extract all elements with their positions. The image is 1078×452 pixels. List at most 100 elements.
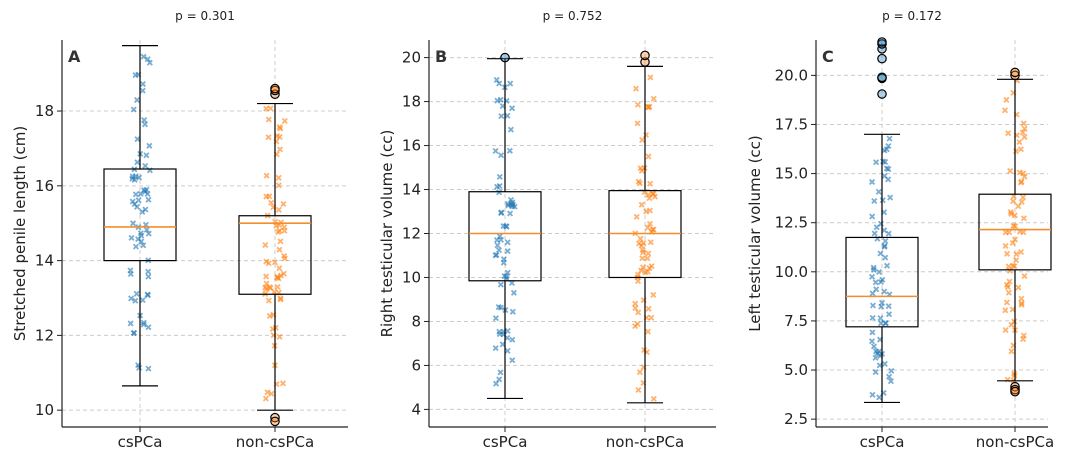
- jitter-point: [1002, 327, 1009, 334]
- jitter-point: [1011, 236, 1019, 243]
- y-tick-label: 14: [402, 181, 421, 199]
- jitter-point: [632, 300, 639, 307]
- y-tick-label: 12: [402, 225, 421, 243]
- y-tick-label: 17.5: [775, 115, 808, 133]
- jitter-point: [886, 311, 893, 318]
- jitter-point: [645, 305, 652, 312]
- jitter-point: [493, 236, 501, 244]
- jitter-point: [496, 173, 503, 180]
- p-value-annotation: p = 0.752: [543, 9, 603, 23]
- jitter-point: [509, 105, 516, 112]
- jitter-point: [633, 85, 640, 92]
- jitter-point: [885, 142, 892, 150]
- jitter-point: [636, 369, 643, 376]
- jitter-point: [498, 152, 505, 159]
- box-cspca: [103, 45, 177, 387]
- jitter-point: [144, 56, 151, 63]
- jitter-point: [1020, 229, 1027, 236]
- jitter-point: [646, 103, 653, 110]
- jitter-point: [881, 242, 888, 249]
- jitter-point: [136, 364, 143, 371]
- jitter-point: [262, 242, 269, 249]
- panel-label: A: [68, 47, 81, 66]
- jitter-point: [1006, 267, 1014, 274]
- jitter-point: [274, 273, 281, 280]
- jitter-point: [646, 265, 653, 272]
- jitter-point: [275, 182, 282, 189]
- jitter-point: [141, 121, 149, 128]
- jitter-point: [634, 101, 641, 108]
- jitter-point: [143, 186, 150, 193]
- jitter-point: [885, 166, 892, 173]
- jitter-point: [1002, 242, 1009, 249]
- outlier-point: [640, 57, 650, 67]
- jitter-point: [504, 239, 511, 246]
- jitter-point: [492, 315, 499, 322]
- jitter-point: [130, 220, 137, 227]
- jitter-point: [883, 146, 890, 153]
- jitter-point: [503, 273, 510, 280]
- x-tick-label: non-csPCa: [236, 433, 314, 451]
- jitter-point: [634, 120, 641, 127]
- jitter-point: [1013, 251, 1020, 258]
- jitter-point: [650, 95, 657, 102]
- jitter-point: [276, 265, 283, 272]
- jitter-point: [263, 273, 270, 280]
- jitter-point: [1009, 306, 1016, 313]
- y-tick-label: 6: [411, 356, 421, 374]
- jitter-point: [142, 206, 149, 213]
- jitter-point: [873, 286, 880, 293]
- jitter-point: [1003, 96, 1010, 103]
- jitter-point: [1018, 295, 1025, 302]
- iqr-box: [468, 191, 542, 282]
- jitter-point: [494, 242, 501, 249]
- jitter-point: [876, 362, 883, 369]
- jitter-point: [140, 321, 147, 328]
- jitter-point: [1020, 215, 1027, 222]
- jitter-point: [276, 146, 284, 153]
- jitter-point: [1003, 299, 1010, 306]
- jitter-point: [1020, 336, 1027, 343]
- jitter-point: [280, 200, 287, 208]
- jitter-point: [133, 290, 140, 297]
- jitter-point: [130, 106, 137, 113]
- jitter-point: [145, 230, 152, 237]
- jitter-point: [129, 198, 136, 205]
- jitter-point: [135, 197, 142, 204]
- jitter-point: [276, 227, 283, 234]
- jitter-point: [263, 172, 270, 179]
- jitter-point: [634, 320, 641, 328]
- jitter-point: [883, 262, 891, 269]
- jitter-point: [645, 191, 652, 198]
- jitter-point: [871, 230, 878, 237]
- jitter-point: [1016, 139, 1023, 146]
- jitter-point: [1020, 120, 1027, 127]
- jitter-point: [1013, 257, 1020, 264]
- jitter-point: [879, 197, 886, 204]
- jitter-point: [507, 126, 514, 133]
- jitter-point: [878, 303, 885, 310]
- jitter-point: [646, 220, 654, 227]
- jitter-point: [139, 81, 146, 88]
- outlier-point: [877, 37, 887, 47]
- jitter-point: [271, 288, 278, 295]
- jitter-point: [1007, 209, 1014, 216]
- jitter-point: [1017, 179, 1024, 186]
- jitter-point: [1018, 300, 1025, 307]
- y-axis-label: Stretched penile length (cm): [11, 126, 29, 341]
- jitter-point: [1010, 193, 1017, 200]
- jitter-point: [633, 213, 640, 220]
- x-tick-label: non-csPCa: [606, 433, 684, 451]
- jitter-point: [881, 227, 888, 234]
- jitter-point: [140, 242, 147, 249]
- panel-label: B: [435, 47, 447, 66]
- jitter-point: [1006, 229, 1013, 236]
- jitter-point: [887, 378, 894, 385]
- y-tick-label: 7.5: [784, 312, 808, 330]
- jitter-point: [277, 295, 284, 302]
- jitter-point: [495, 247, 503, 254]
- jitter-point: [1005, 130, 1012, 137]
- jitter-point: [650, 395, 657, 402]
- jitter-point: [492, 252, 499, 259]
- jitter-point: [504, 248, 511, 255]
